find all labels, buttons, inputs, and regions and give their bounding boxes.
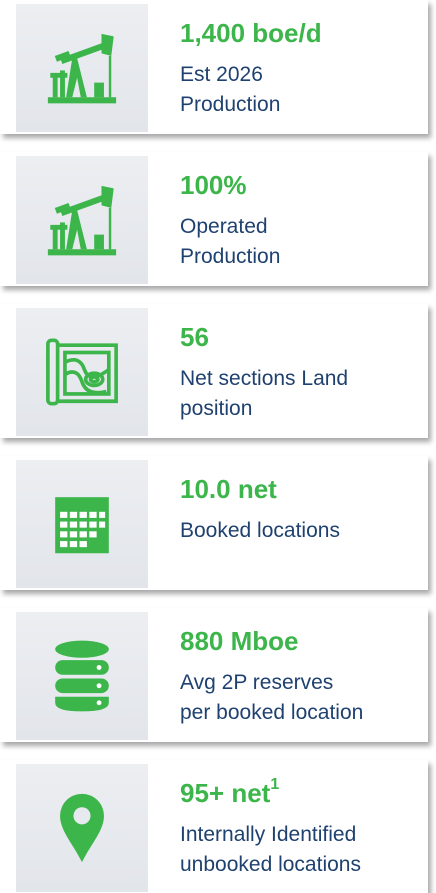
value-text: 95+ net — [180, 778, 271, 808]
card-value: 10.0 net — [180, 474, 277, 504]
card: 95+ net1 Internally Identified unbooked … — [0, 760, 428, 893]
icon-box — [16, 156, 148, 284]
card-description: Net sections Land position — [180, 364, 348, 424]
footnote-marker: 1 — [270, 776, 280, 793]
description-line: Operated — [180, 215, 268, 238]
description-line: Net sections Land — [180, 367, 349, 390]
card-value: 100% — [180, 170, 247, 200]
description-line: Avg 2P reserves — [180, 671, 334, 694]
description-line: Internally Identified — [180, 823, 357, 846]
icon-box — [16, 4, 148, 132]
icon-box — [16, 612, 148, 740]
map-icon — [46, 338, 118, 406]
description-line: Est 2026 — [180, 63, 263, 86]
card-description: Operated Production — [180, 212, 280, 272]
card: 56 Net sections Land position — [0, 304, 428, 438]
description-line: unbooked locations — [180, 853, 361, 876]
card-description: Internally Identified unbooked locations — [180, 820, 361, 880]
card-value: 56 — [180, 322, 209, 352]
description-line: Production — [180, 93, 281, 116]
calendar-icon — [55, 497, 109, 554]
icon-box — [16, 308, 148, 436]
description-line: position — [180, 397, 253, 420]
icon-box — [16, 460, 148, 588]
card-value: 1,400 boe/d — [180, 18, 322, 48]
card-description: Avg 2P reserves per booked location — [180, 668, 363, 728]
card: 100% Operated Production — [0, 152, 428, 286]
location-pin-icon — [60, 793, 104, 863]
card: 880 Mboe Avg 2P reserves per booked loca… — [0, 608, 428, 742]
pumpjack-icon — [47, 33, 117, 104]
card-value: 95+ net1 — [180, 776, 280, 809]
pumpjack-icon — [47, 185, 117, 256]
card: 1,400 boe/d Est 2026 Production — [0, 0, 428, 134]
icon-box — [16, 764, 148, 892]
card: 10.0 net Booked locations — [0, 456, 428, 590]
card-description: Booked locations — [180, 516, 340, 546]
card-value: 880 Mboe — [180, 626, 299, 656]
database-icon — [55, 640, 109, 712]
description-line: Production — [180, 245, 281, 268]
card-description: Est 2026 Production — [180, 60, 280, 120]
description-line: Booked locations — [180, 519, 340, 542]
description-line: per booked location — [180, 701, 364, 724]
